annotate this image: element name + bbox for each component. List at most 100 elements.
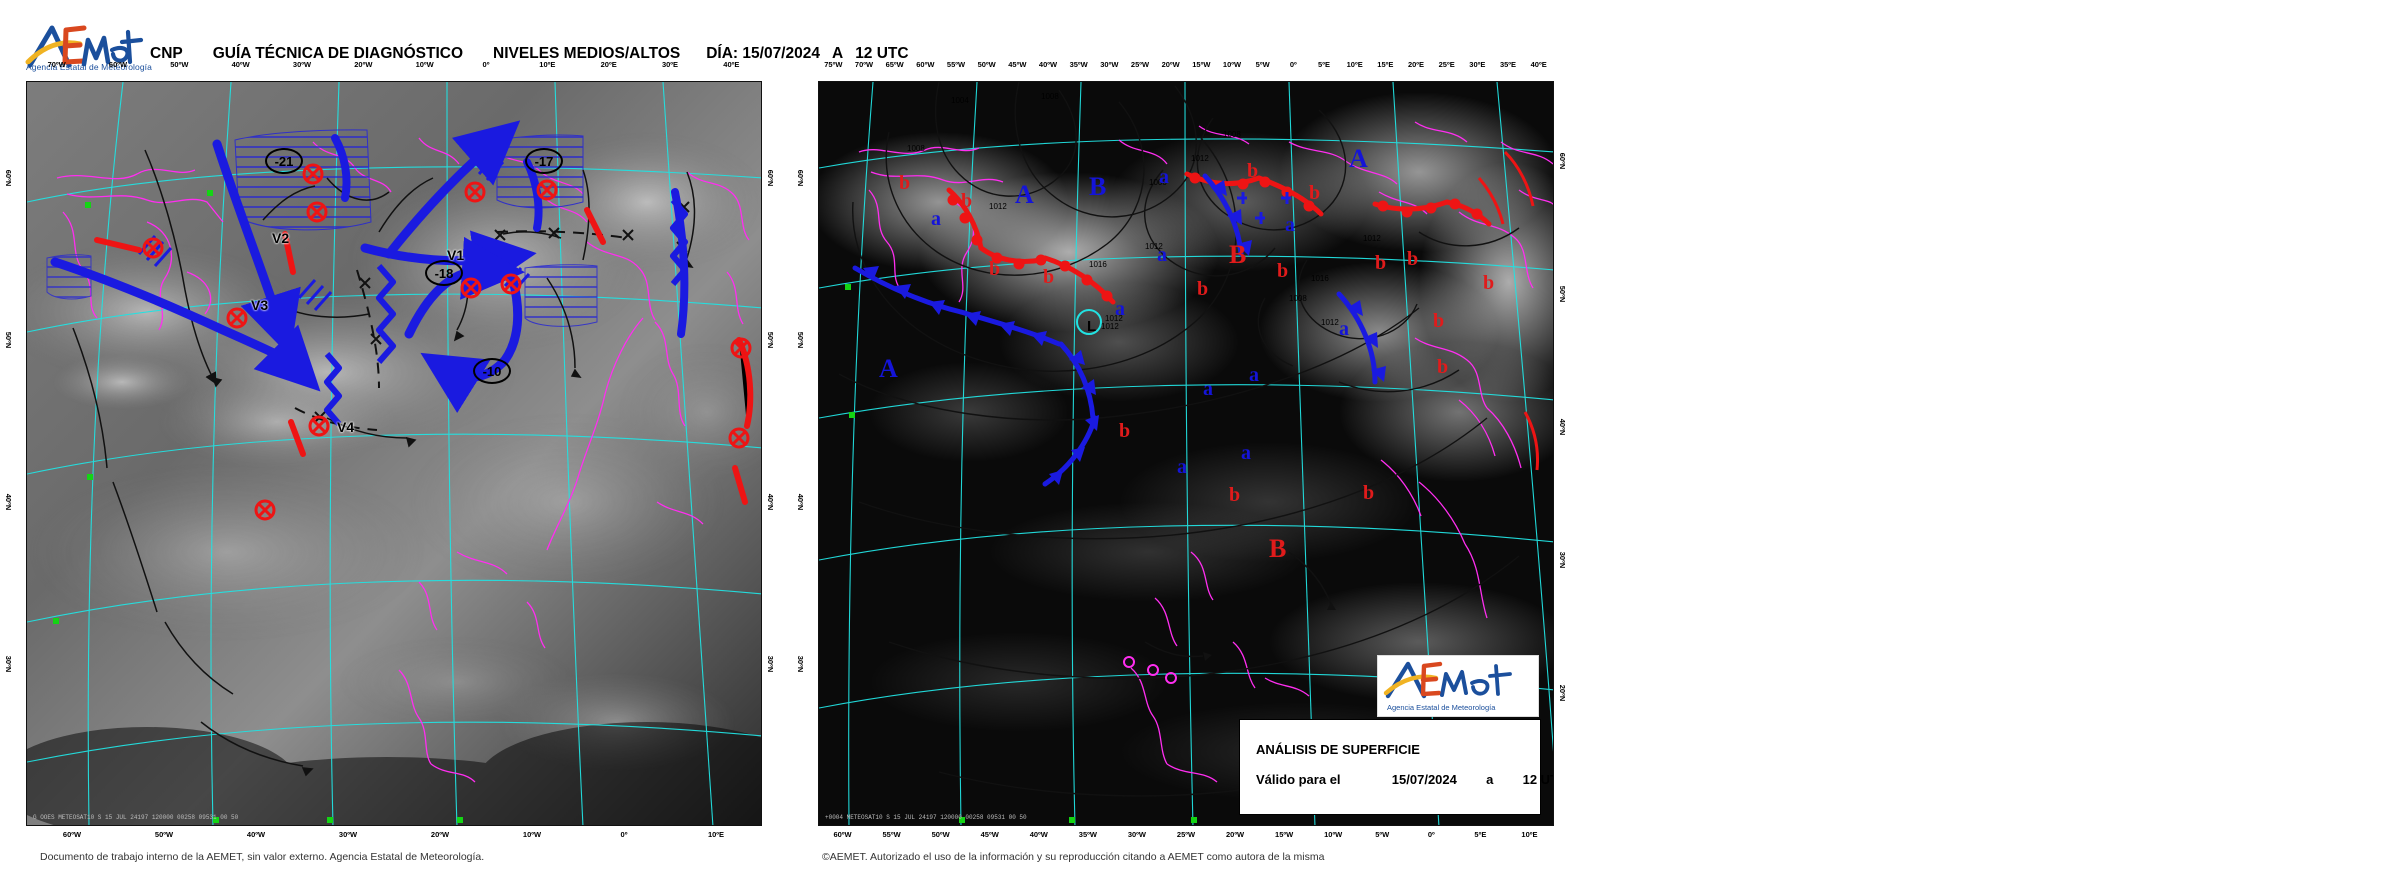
right-xtick-top-5: 50ºW xyxy=(977,60,996,69)
right-xtick-top-10: 25ºW xyxy=(1130,60,1150,69)
pressure-center-B-31: B xyxy=(1269,534,1287,563)
left-xtick-top-9: 20ºE xyxy=(600,60,617,69)
right-xtick-top-18: 15ºE xyxy=(1377,60,1394,69)
right-xtick-top-17: 10ºE xyxy=(1346,60,1363,69)
pressure-center-a-7: a xyxy=(1159,166,1169,188)
right-ytick-right-1: 50ºN xyxy=(1558,285,1567,303)
pressure-center-b-10: b xyxy=(1309,182,1321,204)
right-xtick-bottom-6: 30ºW xyxy=(1127,830,1147,839)
right-xtick-bottom-8: 20ºW xyxy=(1225,830,1245,839)
right-sat-string: +0004 METEOSAT10 S 15 JUL 24197 120000 0… xyxy=(825,814,1027,821)
aemet-logo-subtitle: Agencia Estatal de Meteorología xyxy=(26,62,152,72)
right-xtick-top-7: 40ºW xyxy=(1038,60,1058,69)
right-xtick-bottom-12: 0º xyxy=(1427,830,1435,839)
surface-analysis-legend: ANÁLISIS DE SUPERFICIE Válido para el 15… xyxy=(1239,719,1553,815)
isobar-label-1008-3: 1008 xyxy=(1223,130,1241,139)
vortex-label-v4: V4 xyxy=(337,419,355,435)
isobar-label-1012-13: 1012 xyxy=(1321,318,1339,327)
right-xtick-top-0: 75ºW xyxy=(824,60,843,69)
pressure-center-b-14: b xyxy=(1277,260,1289,282)
pressure-center-b-29: b xyxy=(1229,484,1241,506)
page-title: CNP GUÍA TÉCNICA DE DIAGNÓSTICO NIVELES … xyxy=(150,44,909,64)
right-ytick-left-0: 60ºN xyxy=(796,169,805,187)
left-xtick-bottom-6: 0º xyxy=(620,830,628,839)
left-ytick-right-2: 40ºN xyxy=(766,493,775,511)
left-axis-right: 60ºN 50ºN 40ºN 30ºN xyxy=(764,81,786,826)
left-xtick-top-0: 70ºW xyxy=(47,60,66,69)
right-satellite-map[interactable]: +0004 METEOSAT10 S 15 JUL 24197 120000 0… xyxy=(818,81,1554,826)
left-ytick-left-2: 40ºN xyxy=(4,493,13,511)
left-satellite-map[interactable]: G OOES METEOSAT10 S 15 JUL 24197 120000 … xyxy=(26,81,762,826)
right-axis-right: 60ºN 50ºN 40ºN 30ºN 20ºN xyxy=(1556,81,1578,826)
left-ytick-right-0: 60ºN xyxy=(766,169,775,187)
legend-validity: Válido para el 15/07/2024 a 12 UTC xyxy=(1256,772,1553,787)
left-xtick-top-10: 30ºE xyxy=(661,60,679,69)
right-xtick-top-6: 45ºW xyxy=(1008,60,1027,69)
left-xtick-top-7: 0º xyxy=(482,60,490,69)
right-xtick-top-13: 10ºW xyxy=(1222,60,1242,69)
left-axis-left: 60ºN 50ºN 40ºN 30ºN xyxy=(2,81,24,826)
legend-aemet-logo: Agencia Estatal de Meteorología xyxy=(1377,655,1539,717)
right-xtick-top-22: 35ºE xyxy=(1499,60,1517,69)
legend-title: ANÁLISIS DE SUPERFICIE xyxy=(1256,742,1420,757)
pressure-center-a-27: a xyxy=(1177,456,1187,478)
left-caption: Documento de trabajo interno de la AEMET… xyxy=(40,851,485,863)
right-xtick-bottom-5: 35ºW xyxy=(1078,830,1097,839)
isobar-label-1008-1: 1008 xyxy=(1041,92,1059,101)
isobar-label-1012-9: 1012 xyxy=(1363,234,1381,243)
pressure-center-b-16: b xyxy=(1407,248,1419,270)
right-ytick-right-0: 60ºN xyxy=(1558,152,1567,170)
isobar-label-1016-8: 1016 xyxy=(1089,260,1107,269)
right-xtick-top-4: 55ºW xyxy=(946,60,966,69)
pressure-center-b-19: b xyxy=(1197,278,1209,300)
left-sat-string: G OOES METEOSAT10 S 15 JUL 24197 120000 … xyxy=(33,814,239,821)
isobar-label-1012-7: 1012 xyxy=(1145,242,1163,251)
right-xtick-top-8: 35ºW xyxy=(1069,60,1088,69)
right-xtick-top-11: 20ºW xyxy=(1161,60,1180,69)
pressure-center-a-23: a xyxy=(1203,378,1213,400)
vortex-label-v2: V2 xyxy=(272,230,290,246)
legend-valid-at: a xyxy=(1486,772,1494,787)
low-center-pressure: 1012 xyxy=(1101,322,1119,331)
pressure-center-b-20: b xyxy=(1433,310,1445,332)
right-axis-left: 60ºN 50ºN 40ºN 30ºN xyxy=(794,81,816,826)
right-xtick-top-16: 5ºE xyxy=(1318,60,1330,69)
right-xtick-top-23: 40ºE xyxy=(1530,60,1547,69)
pressure-center-b-30: b xyxy=(1363,482,1375,504)
pressure-center-b-0: b xyxy=(899,172,911,194)
low-center-marker: L xyxy=(1087,318,1097,335)
temperature-label-minus17: -17 xyxy=(525,148,563,174)
temperature-label-minus10: -10 xyxy=(473,358,511,384)
isobar-label-1012-6: 1012 xyxy=(989,202,1007,211)
title-main: GUÍA TÉCNICA DE DIAGNÓSTICO xyxy=(212,45,464,62)
pressure-center-A-22: A xyxy=(879,354,898,383)
right-axis-top: 75ºW 70ºW 65ºW 60ºW 55ºW 50ºW 45ºW 40ºW 35ºW 30ºW… xyxy=(818,56,1554,78)
isobar-label-1008-2: 1008 xyxy=(907,144,925,153)
isobar-label-1016-10: 1016 xyxy=(1311,274,1329,283)
pressure-center-b-3: b xyxy=(1043,266,1055,288)
left-xtick-top-5: 20ºW xyxy=(354,60,373,69)
isobar-label-1004-0: 1004 xyxy=(951,96,969,105)
right-xtick-top-2: 65ºW xyxy=(885,60,904,69)
left-ytick-right-1: 50ºN xyxy=(766,331,775,349)
right-xtick-top-3: 60ºW xyxy=(916,60,935,69)
left-axis-bottom: 60ºW 50ºW 40ºW 30ºW 20ºW 10ºW 0º 10ºE xyxy=(26,826,762,848)
legend-logo-subtitle: Agencia Estatal de Meteorología xyxy=(1387,703,1496,712)
left-ytick-left-0: 60ºN xyxy=(4,169,13,187)
right-xtick-top-14: 5ºW xyxy=(1255,60,1270,69)
left-xtick-top-3: 40ºW xyxy=(231,60,250,69)
left-xtick-bottom-3: 30ºW xyxy=(338,830,358,839)
pressure-center-b-17: b xyxy=(1483,272,1495,294)
legend-valid-label: Válido para el xyxy=(1256,772,1341,787)
left-xtick-bottom-7: 10ºE xyxy=(707,830,725,839)
pressure-center-b-15: b xyxy=(1375,252,1387,274)
right-xtick-top-15: 0º xyxy=(1289,60,1297,69)
left-ytick-left-1: 50ºN xyxy=(4,331,13,349)
left-xtick-top-11: 40ºE xyxy=(723,60,740,69)
left-xtick-top-2: 50ºW xyxy=(170,60,189,69)
vortex-label-v3: V3 xyxy=(251,297,269,313)
isobar-label-1000-5: 1000 xyxy=(1149,178,1167,187)
legend-valid-time: 12 UTC xyxy=(1522,772,1553,787)
pressure-center-B-6: B xyxy=(1089,172,1107,201)
